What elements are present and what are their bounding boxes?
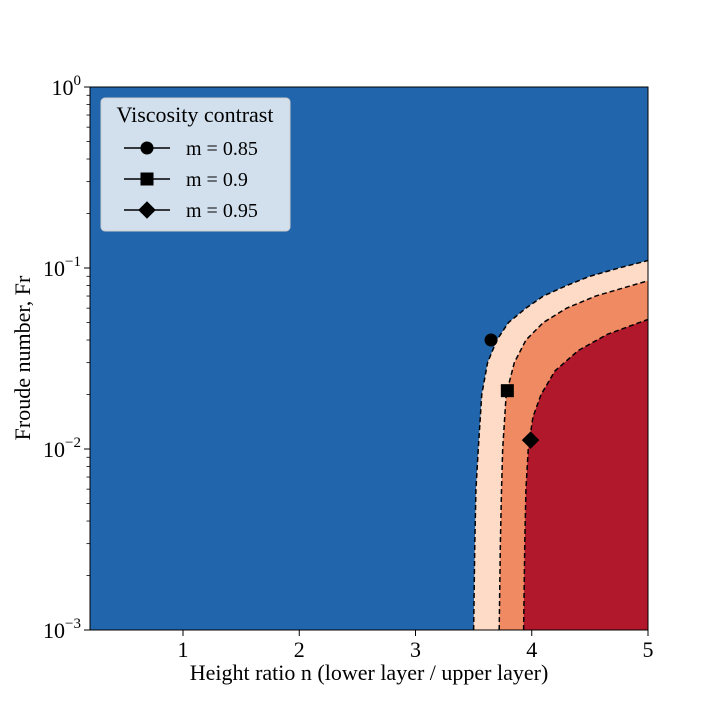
plot-frame <box>89 86 649 631</box>
x-tick-label: 5 <box>643 637 654 662</box>
legend-marker-diamond <box>138 201 156 219</box>
contour-line-3 <box>522 318 648 630</box>
contour-regions <box>472 259 648 630</box>
legend: Viscosity contrast m = 0.85m = 0.9m = 0.… <box>100 97 291 232</box>
legend-entries: m = 0.85 m = 0.9 m = 0.95 <box>124 138 258 222</box>
y-axis-label: Froude number, Fr <box>10 275 35 440</box>
marker-circle <box>484 333 498 347</box>
y-tick-label: 10−3 <box>43 616 81 643</box>
legend-marker-square <box>140 172 154 186</box>
legend-marker-circle <box>140 141 154 155</box>
marker-square <box>500 384 514 398</box>
legend-label: m = 0.95 <box>186 200 258 222</box>
y-tick-label: 10−1 <box>43 254 81 281</box>
marker-diamond <box>521 431 540 449</box>
legend-label: m = 0.85 <box>186 138 258 160</box>
x-tick-label: 2 <box>294 637 305 662</box>
contour-line-2 <box>498 280 648 630</box>
y-axis-ticks: 10−3 10−2 10−1 100 <box>43 73 90 643</box>
legend-label: m = 0.9 <box>186 169 248 191</box>
legend-box <box>100 97 291 232</box>
x-tick-label: 1 <box>178 637 189 662</box>
contour-line-1 <box>472 259 648 630</box>
contour-region-3 <box>523 319 648 630</box>
y-tick-label: 100 <box>52 73 82 100</box>
x-axis-label: Height ratio n (lower layer / upper laye… <box>190 660 549 685</box>
data-markers <box>484 333 540 449</box>
y-tick-label: 10−2 <box>43 435 81 462</box>
x-tick-label: 3 <box>410 637 421 662</box>
legend-title: Viscosity contrast <box>117 102 274 127</box>
x-tick-label: 4 <box>526 637 537 662</box>
x-axis-ticks: 1 2 3 4 5 <box>178 630 654 662</box>
